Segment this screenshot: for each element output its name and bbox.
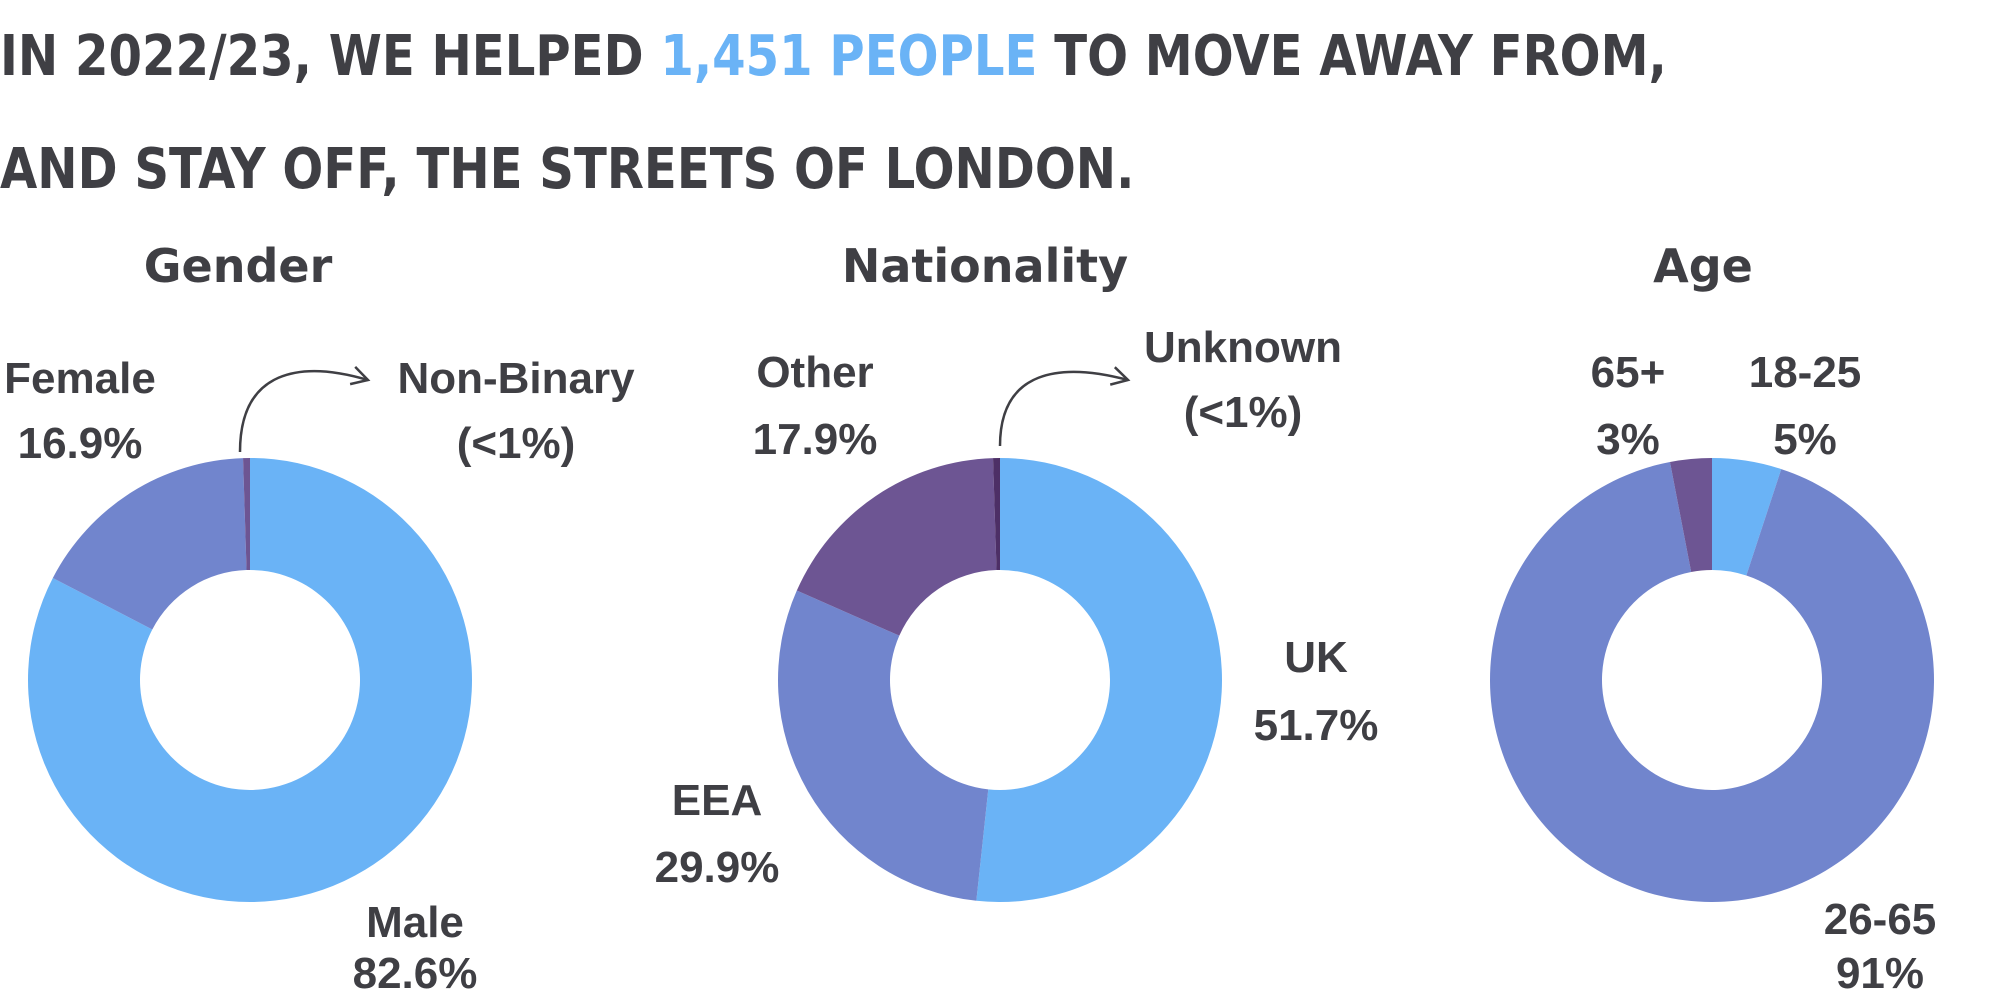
slice-26-65 (1490, 462, 1934, 903)
slice-uk (976, 458, 1222, 902)
label-65plus-value: 3% (1596, 415, 1660, 464)
label-eea-value: 29.9% (655, 843, 780, 892)
label-non-binary-name: Non-Binary (397, 354, 635, 403)
nationality-slices (777, 458, 1222, 902)
slice-non-binary (243, 458, 250, 571)
label-18-25-value: 5% (1773, 415, 1837, 464)
gender-slices (27, 458, 473, 903)
label-eea-name: EEA (672, 776, 762, 825)
slice-other (796, 458, 997, 636)
label-unknown-value: (<1%) (1184, 388, 1303, 437)
label-26-65-value: 91% (1836, 949, 1924, 998)
slice-18-25 (1712, 458, 1782, 576)
age-slices (1490, 458, 1934, 903)
label-uk-name: UK (1284, 633, 1348, 682)
slice-female (52, 458, 247, 630)
label-18-25-name: 18-25 (1749, 348, 1862, 397)
chart-title-nationality: Nationality (842, 239, 1128, 293)
chart-title-age: Age (1653, 239, 1753, 293)
slice-eea (777, 590, 989, 901)
label-26-65-name: 26-65 (1824, 895, 1937, 944)
chart-title-gender: Gender (144, 239, 333, 293)
label-uk-value: 51.7% (1254, 701, 1379, 750)
label-male-value: 82.6% (353, 949, 478, 998)
label-other-name: Other (756, 348, 873, 397)
label-female-value: 16.9% (18, 419, 143, 468)
slice-unknown (993, 458, 1000, 571)
label-female-name: Female (4, 354, 156, 403)
non-binary-callout-arrow (238, 365, 371, 453)
headline-suffix: TO MOVE AWAY FROM, AND STAY OFF, THE STR… (0, 24, 1667, 202)
label-other-value: 17.9% (753, 415, 878, 464)
label-65plus-name: 65+ (1591, 348, 1666, 397)
headline-prefix: IN 2022/23, WE HELPED (0, 24, 644, 89)
slice-male (27, 458, 473, 903)
label-male-name: Male (366, 898, 464, 947)
label-unknown-name: Unknown (1144, 323, 1342, 372)
headline-highlight: 1,451 PEOPLE (660, 24, 1038, 89)
unknown-callout-arrow (998, 366, 1131, 447)
label-non-binary-value: (<1%) (457, 419, 576, 468)
headline: IN 2022/23, WE HELPED 1,451 PEOPLE TO MO… (0, 0, 1711, 226)
slice-65 (1669, 458, 1712, 572)
